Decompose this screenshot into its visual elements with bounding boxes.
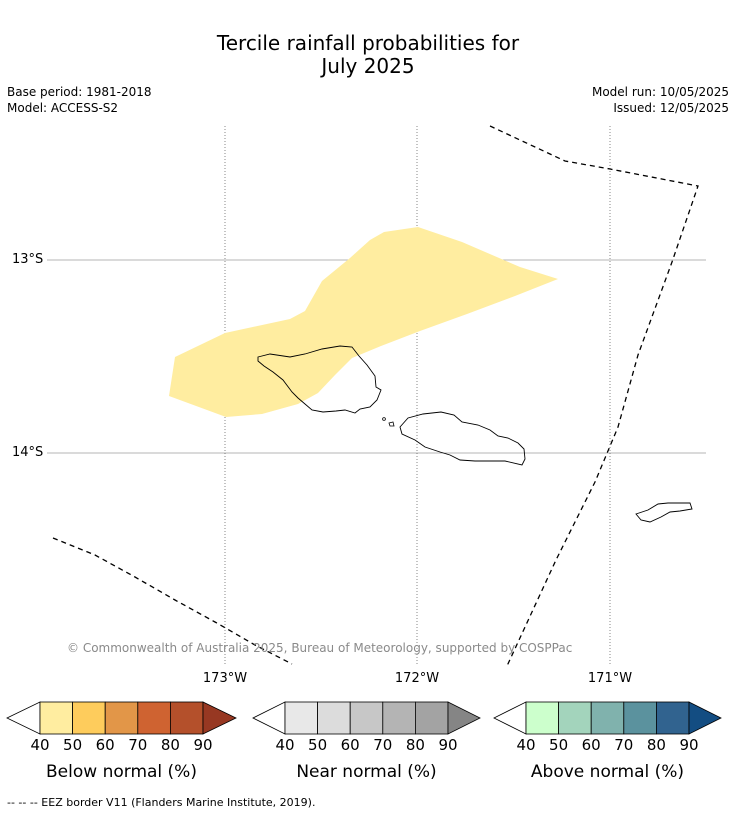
lat-label-13s: 13°S [12,252,44,267]
colorbar-title: Below normal (%) [46,762,197,782]
map-title-line-2: July 2025 [321,54,415,78]
colorbar-over-triangle [202,701,237,735]
colorbar-2 [493,701,722,735]
colorbar-segment [590,701,625,735]
manono-island [388,421,395,427]
lon-label-173w: 173°W [202,671,248,686]
colorbar-segment [72,701,106,735]
colorbar-tick-label: 60 [340,736,360,754]
meta-left: Base period: 1981-2018 Model: ACCESS-S2 [7,84,152,116]
colorbar-segment [104,701,139,735]
colorbar-tick-label: 90 [679,736,699,754]
colorbar-segment [525,701,559,735]
colorbar-tick-label: 70 [614,736,634,754]
model-run: Model run: 10/05/2025 [591,85,729,99]
colorbar-tick-label: 90 [193,736,213,754]
lat-label-14s: 14°S [12,445,44,460]
colorbar-segment [382,701,416,735]
colorbar-tick-label: 40 [30,736,50,754]
colorbar-segment [349,701,384,735]
savaii-island [257,345,382,414]
colorbar-tick-label: 50 [308,736,328,754]
colorbar-segment [414,701,449,735]
colorbar-tick-label: 80 [160,736,180,754]
colorbar-tick-label: 60 [95,736,115,754]
eez-border [52,125,699,667]
colorbar-0 [6,701,237,735]
issued-date: Issued: 12/05/2025 [613,101,729,115]
colorbar-segment [39,701,73,735]
apolima-island [382,417,386,421]
colorbar-title: Near normal (%) [296,762,437,782]
colorbar-segment [317,701,351,735]
colorbar-segment [656,701,690,735]
colorbar-under-triangle [6,701,41,735]
colorbar-segment [558,701,592,735]
colorbar-tick-label: 50 [63,736,83,754]
colorbar-tick-label: 40 [275,736,295,754]
colorbar-tick-label: 90 [438,736,458,754]
colorbar-under-triangle [252,701,286,735]
base-period: Base period: 1981-2018 [7,85,152,99]
colorbar-segment [623,701,657,735]
colorbar-over-triangle [447,701,481,735]
copyright-notice: © Commonwealth of Australia 2025, Bureau… [67,641,573,655]
colorbar-1 [252,701,481,735]
lon-label-172w: 172°W [394,671,440,686]
colorbar-tick-label: 70 [373,736,393,754]
lon-label-171w: 171°W [587,671,633,686]
colorbar-segment [284,701,318,735]
colorbar-tick-label: 50 [549,736,569,754]
colorbar-tick-label: 80 [405,736,425,754]
colorbar-under-triangle [493,701,527,735]
eez-legend-note: -- -- -- EEZ border V11 (Flanders Marine… [7,796,316,809]
below-normal-region [169,227,558,417]
colorbar-over-triangle [688,701,722,735]
colorbar-segment [137,701,171,735]
colorbar-tick-label: 40 [516,736,536,754]
upolu-island [399,411,526,466]
colorbar-title: Above normal (%) [530,762,685,782]
meta-right: Model run: 10/05/2025 Issued: 12/05/2025 [592,84,729,116]
map-title-line-1: Tercile rainfall probabilities for [216,31,520,55]
model-name: Model: ACCESS-S2 [7,101,119,115]
colorbar-tick-label: 80 [646,736,666,754]
colorbar-tick-label: 70 [128,736,148,754]
colorbar-tick-label: 60 [581,736,601,754]
colorbars [6,701,722,735]
colorbar-segment [169,701,204,735]
graticule [47,126,706,666]
tutuila-island [635,502,693,523]
